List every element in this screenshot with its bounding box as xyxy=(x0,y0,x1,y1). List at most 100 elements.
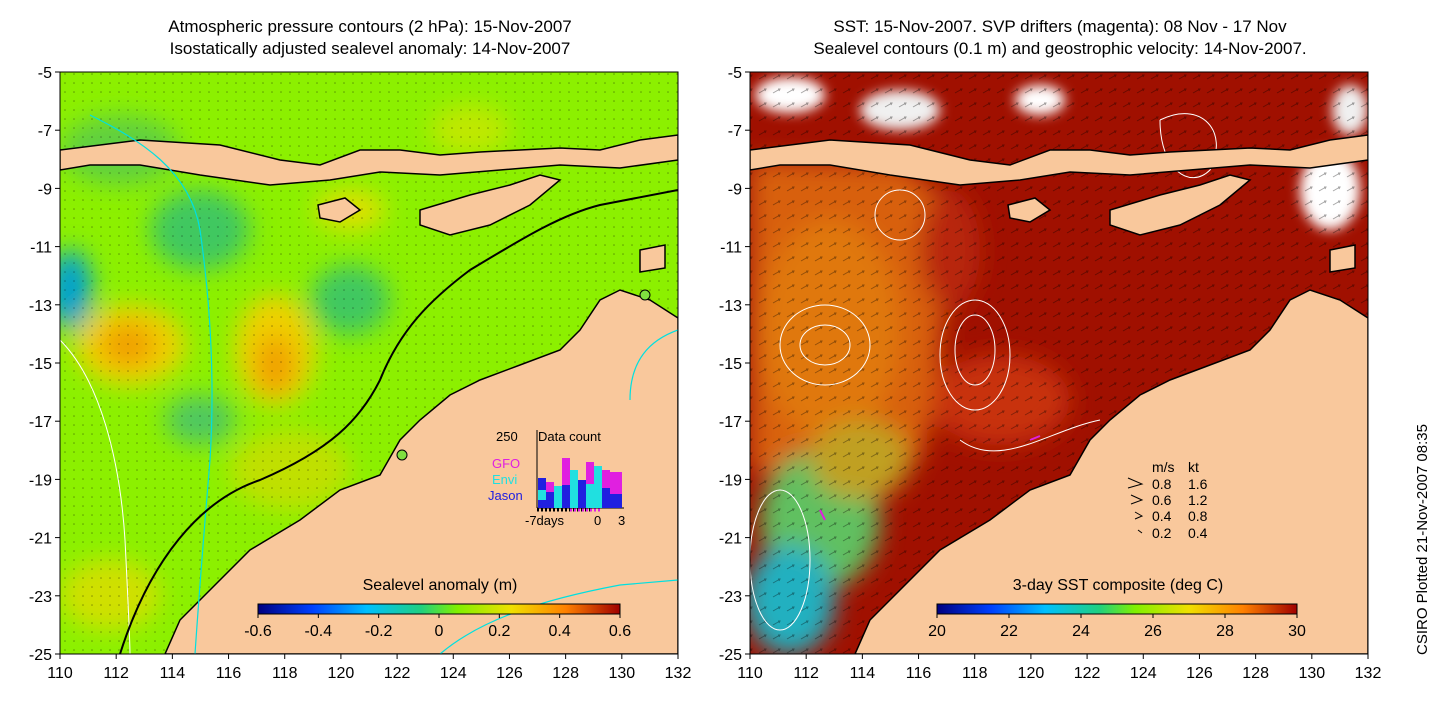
right-xtick-label: 128 xyxy=(1242,665,1269,682)
velocity-row-kt: 0.8 xyxy=(1188,508,1208,524)
inset-max-label: 250 xyxy=(496,429,518,444)
inset-legend-envi: Envi xyxy=(492,472,517,487)
velocity-row-kt: 1.6 xyxy=(1188,476,1208,492)
right-ytick-label: -9 xyxy=(728,181,742,198)
sla-colorbar-tick-label: -0.2 xyxy=(365,623,393,640)
left-ytick-label: -19 xyxy=(29,472,52,489)
left-ytick-label: -21 xyxy=(29,531,52,548)
inset-legend-gfo: GFO xyxy=(492,456,520,471)
right-title-line2: Sealevel contours (0.1 m) and geostrophi… xyxy=(813,39,1307,58)
right-ytick-label: -23 xyxy=(719,589,742,606)
left-ytick-label: -23 xyxy=(29,589,52,606)
right-ytick-label: -21 xyxy=(719,531,742,548)
velocity-header-kt: kt xyxy=(1188,459,1199,475)
sst-colorbar-tick-label: 30 xyxy=(1288,623,1306,640)
right-ytick-label: -11 xyxy=(720,240,742,257)
drifter-track xyxy=(1029,435,1041,441)
right-ytick-label: -7 xyxy=(728,123,742,140)
left-title: Atmospheric pressure contours (2 hPa): 1… xyxy=(60,16,680,60)
left-ytick-label: -17 xyxy=(29,414,52,431)
sst-colorbar-tick-label: 28 xyxy=(1216,623,1234,640)
left-ytick-label: -13 xyxy=(29,298,52,315)
plot-credit: CSIRO Plotted 21-Nov-2007 08:35 xyxy=(1414,424,1431,655)
small-island-right xyxy=(1329,244,1356,273)
sla-map xyxy=(60,72,678,654)
sla-colorbar-title: Sealevel anomaly (m) xyxy=(363,577,518,594)
left-ytick-label: -15 xyxy=(29,356,52,373)
left-title-line1: Atmospheric pressure contours (2 hPa): 1… xyxy=(168,17,572,36)
right-xtick-label: 116 xyxy=(906,665,932,682)
inset-title: Data count xyxy=(538,429,601,444)
left-ytick-label: -25 xyxy=(29,647,52,664)
right-xtick-label: 132 xyxy=(1355,665,1382,682)
right-ytick-label: -17 xyxy=(719,414,742,431)
right-xtick-label: 114 xyxy=(850,665,876,682)
left-xtick-label: 118 xyxy=(272,665,298,682)
drifter-track xyxy=(819,509,826,521)
small-island xyxy=(639,244,666,273)
inset-x-right: 3 xyxy=(618,513,625,528)
sumba-island-right xyxy=(1007,197,1052,223)
right-xtick-label: 110 xyxy=(737,665,763,682)
right-title-line1: SST: 15-Nov-2007. SVP drifters (magenta)… xyxy=(833,17,1287,36)
right-xtick-label: 120 xyxy=(1018,665,1045,682)
right-xtick-label: 126 xyxy=(1186,665,1213,682)
sla-colorbar-tick-label: 0.2 xyxy=(488,623,510,640)
island-chain-right xyxy=(750,134,1368,186)
sst-map xyxy=(750,72,1368,654)
sst-colorbar-tick-label: 24 xyxy=(1072,623,1090,640)
right-xtick-label: 124 xyxy=(1130,665,1157,682)
sealevel-contours xyxy=(750,113,1217,631)
sla-colorbar: Sealevel anomaly (m) -0.6 -0.4 -0.2 0 0.2 0.4… xyxy=(244,577,631,640)
left-xtick-label: 132 xyxy=(665,665,692,682)
sst-colorbar-tick-label: 26 xyxy=(1144,623,1162,640)
right-title: SST: 15-Nov-2007. SVP drifters (magenta)… xyxy=(750,16,1370,60)
inset-x-left: -7days xyxy=(525,513,565,528)
island-chain xyxy=(60,134,678,186)
right-xtick-label: 130 xyxy=(1298,665,1325,682)
inset-legend-jason: Jason xyxy=(488,488,523,503)
sla-colorbar-tick-label: 0.6 xyxy=(609,623,631,640)
timor-island xyxy=(419,174,562,236)
velocity-row-kt: 0.4 xyxy=(1188,525,1208,541)
sla-colorbar-tick-label: 0 xyxy=(435,623,444,640)
data-count-inset: 250 Data count GFO Envi Jason -7da xyxy=(488,429,625,528)
sla-colorbar-tick-label: 0.4 xyxy=(549,623,571,640)
sst-colorbar-title: 3-day SST composite (deg C) xyxy=(1013,577,1223,594)
right-ytick-label: -25 xyxy=(719,647,742,664)
velocity-header-ms: m/s xyxy=(1152,459,1175,475)
right-xtick-label: 118 xyxy=(962,665,988,682)
left-xtick-label: 120 xyxy=(328,665,355,682)
left-ytick-label: -9 xyxy=(38,181,52,198)
inset-bars xyxy=(537,458,622,512)
left-ytick-label: -11 xyxy=(30,240,52,257)
sla-colorbar-tick-label: -0.4 xyxy=(305,623,333,640)
left-title-line2: Isostatically adjusted sealevel anomaly:… xyxy=(169,39,571,58)
left-xtick-label: 124 xyxy=(440,665,467,682)
australia-land xyxy=(164,289,678,654)
sst-colorbar: 3-day SST composite (deg C) 20 22 24 26 28 30 xyxy=(928,577,1306,640)
australia-land-right xyxy=(854,289,1368,654)
right-xtick-label: 112 xyxy=(793,665,819,682)
sumba-island xyxy=(317,197,362,223)
velocity-row-ms: 0.2 xyxy=(1152,525,1172,541)
velocity-row-kt: 1.2 xyxy=(1188,492,1208,508)
timor-island-right xyxy=(1109,174,1252,236)
velocity-row-ms: 0.4 xyxy=(1152,508,1172,524)
velocity-legend: m/s kt 0.8 1.6 0.6 1.2 0.4 0.8 0.2 0.4 xyxy=(1127,459,1208,541)
left-xtick-label: 110 xyxy=(47,665,73,682)
left-xtick-label: 116 xyxy=(216,665,242,682)
right-ytick-label: -15 xyxy=(719,356,742,373)
left-xtick-label: 112 xyxy=(103,665,129,682)
right-ytick-label: -19 xyxy=(719,472,742,489)
sst-colorbar-tick-label: 22 xyxy=(1000,623,1018,640)
left-xtick-label: 130 xyxy=(608,665,635,682)
left-ytick-label: -7 xyxy=(38,123,52,140)
right-ytick-label: -13 xyxy=(719,298,742,315)
left-xtick-label: 122 xyxy=(384,665,411,682)
inset-x-zero: 0 xyxy=(594,513,601,528)
sla-colorbar-tick-label: -0.6 xyxy=(244,623,272,640)
right-xtick-label: 122 xyxy=(1074,665,1101,682)
sst-colorbar-tick-label: 20 xyxy=(928,623,946,640)
